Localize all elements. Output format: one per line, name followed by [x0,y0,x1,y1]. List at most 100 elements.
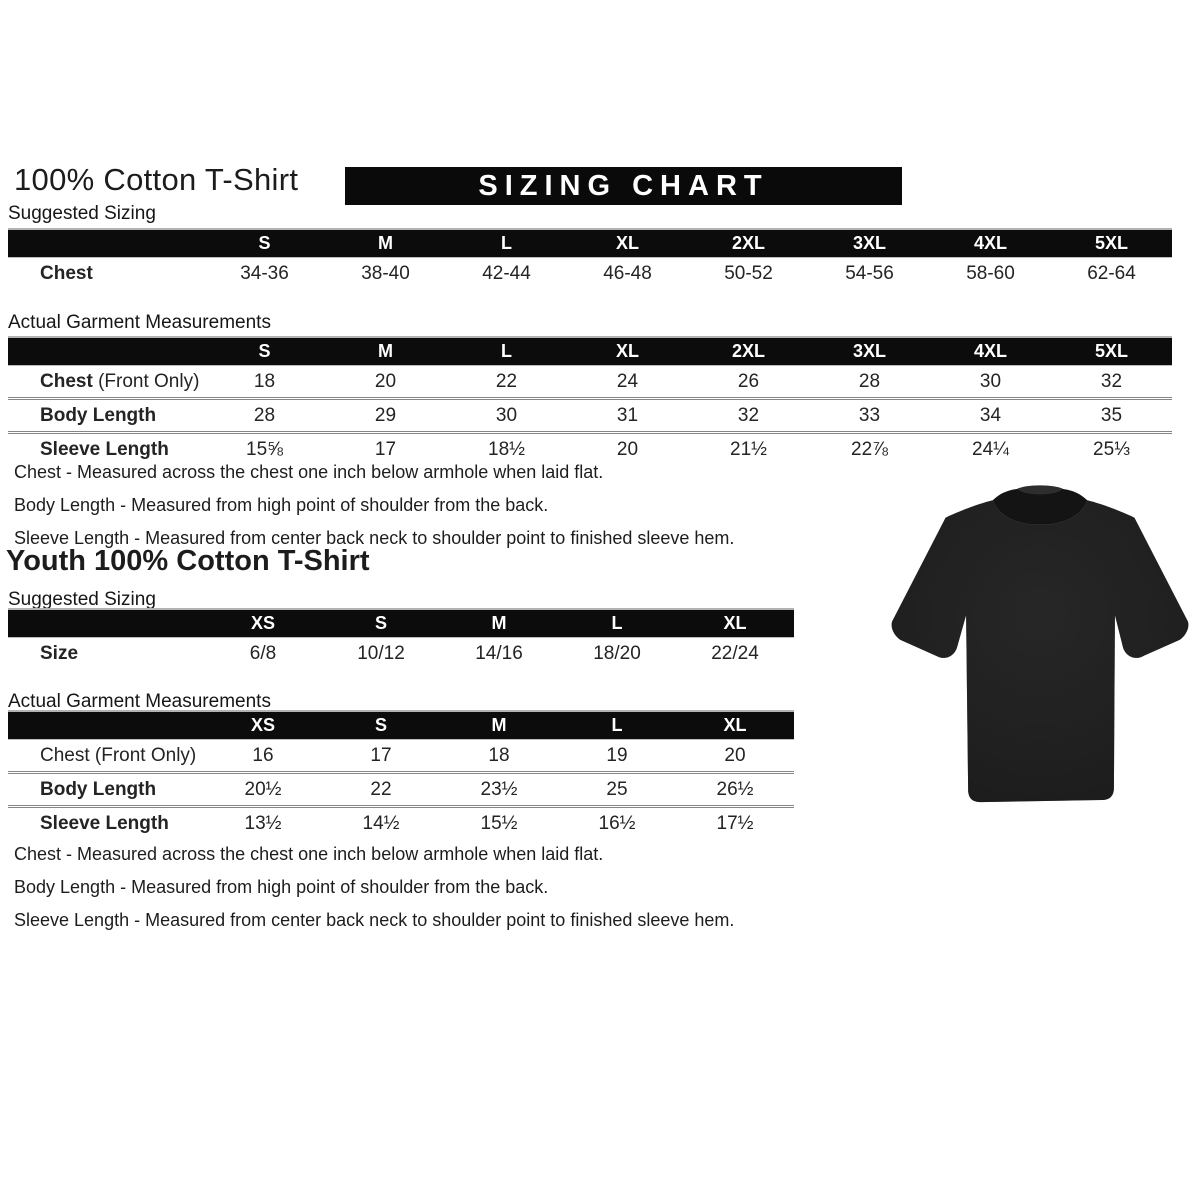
measurement-cell: 18½ [446,431,567,465]
measurement-cell: 18 [204,365,325,397]
measurement-cell: 34 [930,397,1051,431]
size-column-header: M [325,338,446,365]
youth-suggested-sizing-table: XS S M L XL Size 6/8 10/12 14/16 18/20 2… [8,608,794,669]
table-corner-cell [8,712,204,739]
row-label: Chest (Front Only) [8,365,204,397]
measurement-cell: 58-60 [930,257,1051,289]
measurement-cell: 20½ [204,771,322,805]
youth-measurement-notes: Chest - Measured across the chest one in… [14,838,734,937]
measurement-cell: 62-64 [1051,257,1172,289]
size-column-header: S [204,230,325,257]
tshirt-shading [891,500,1189,803]
banner-title: SIZING CHART [478,169,769,202]
size-column-header: XL [676,712,794,739]
row-label: Body Length [8,771,204,805]
size-column-header: L [558,610,676,637]
measurement-cell: 25 [558,771,676,805]
measurement-cell: 17 [325,431,446,465]
size-column-header: L [446,230,567,257]
measurement-note: Body Length - Measured from high point o… [14,877,549,897]
measurement-cell: 15½ [440,805,558,839]
size-column-header: L [446,338,567,365]
measurement-cell: 35 [1051,397,1172,431]
measurement-cell: 21½ [688,431,809,465]
measurement-cell: 26½ [676,771,794,805]
table-corner-cell [8,338,204,365]
size-column-header: XL [676,610,794,637]
size-column-header: XL [567,230,688,257]
youth-suggested-sizing-label: Suggested Sizing [8,589,156,610]
size-column-header: S [322,610,440,637]
youth-actual-measurements-table: XS S M L XL Chest (Front Only) 16 17 18 … [8,710,794,839]
tshirt-back-collar [1015,485,1065,496]
measurement-cell: 30 [930,365,1051,397]
measurement-cell: 24¼ [930,431,1051,465]
tshirt-image [891,485,1189,803]
tshirt-collar [992,488,1088,525]
youth-actual-measurements-label: Actual Garment Measurements [8,691,271,712]
measurement-cell: 17 [322,739,440,771]
row-label: Chest [8,257,204,289]
measurement-cell: 16½ [558,805,676,839]
measurement-cell: 42-44 [446,257,567,289]
size-column-header: M [440,712,558,739]
row-label: Sleeve Length [8,431,204,465]
measurement-cell: 20 [567,431,688,465]
measurement-cell: 50-52 [688,257,809,289]
measurement-cell: 32 [688,397,809,431]
measurement-cell: 18/20 [558,637,676,669]
size-column-header: XS [204,610,322,637]
measurement-cell: 34-36 [204,257,325,289]
measurement-cell: 38-40 [325,257,446,289]
size-column-header: 4XL [930,230,1051,257]
measurement-cell: 32 [1051,365,1172,397]
measurement-cell: 33 [809,397,930,431]
measurement-note: Sleeve Length - Measured from center bac… [14,910,735,930]
youth-section-title: Youth 100% Cotton T-Shirt [6,545,370,577]
table-corner-cell [8,230,204,257]
measurement-note: Body Length - Measured from high point o… [14,495,549,515]
size-column-header: S [204,338,325,365]
page-title: 100% Cotton T-Shirt [14,162,299,197]
measurement-cell: 28 [809,365,930,397]
size-column-header: M [325,230,446,257]
size-column-header: 3XL [809,338,930,365]
size-column-header: 2XL [688,230,809,257]
measurement-cell: 6/8 [204,637,322,669]
measurement-cell: 26 [688,365,809,397]
size-column-header: M [440,610,558,637]
measurement-cell: 24 [567,365,688,397]
measurement-cell: 30 [446,397,567,431]
adult-suggested-sizing-label: Suggested Sizing [8,203,156,224]
measurement-cell: 31 [567,397,688,431]
measurement-cell: 14½ [322,805,440,839]
measurement-cell: 22 [446,365,567,397]
measurement-note: Chest - Measured across the chest one in… [14,844,604,864]
measurement-cell: 16 [204,739,322,771]
adult-actual-measurements-table: S M L XL 2XL 3XL 4XL 5XL Chest (Front On… [8,336,1172,465]
measurement-cell: 22/24 [676,637,794,669]
measurement-cell: 28 [204,397,325,431]
size-column-header: 3XL [809,230,930,257]
row-label: Sleeve Length [8,805,204,839]
adult-measurement-notes: Chest - Measured across the chest one in… [14,456,734,555]
size-column-header: XL [567,338,688,365]
measurement-cell: 23½ [440,771,558,805]
adult-actual-measurements-label: Actual Garment Measurements [8,312,271,333]
size-column-header: XS [204,712,322,739]
size-column-header: 4XL [930,338,1051,365]
adult-suggested-sizing-table: S M L XL 2XL 3XL 4XL 5XL Chest 34-36 38-… [8,228,1172,289]
size-column-header: 2XL [688,338,809,365]
size-column-header: 5XL [1051,230,1172,257]
measurement-cell: 17½ [676,805,794,839]
sizing-chart-banner: SIZING CHART [345,167,902,205]
measurement-cell: 20 [676,739,794,771]
size-column-header: 5XL [1051,338,1172,365]
measurement-cell: 15⅝ [204,431,325,465]
measurement-note: Sleeve Length - Measured from center bac… [14,528,735,548]
row-label: Size [8,637,204,669]
row-label: Chest (Front Only) [8,739,204,771]
size-column-header: S [322,712,440,739]
measurement-note: Chest - Measured across the chest one in… [14,462,604,482]
